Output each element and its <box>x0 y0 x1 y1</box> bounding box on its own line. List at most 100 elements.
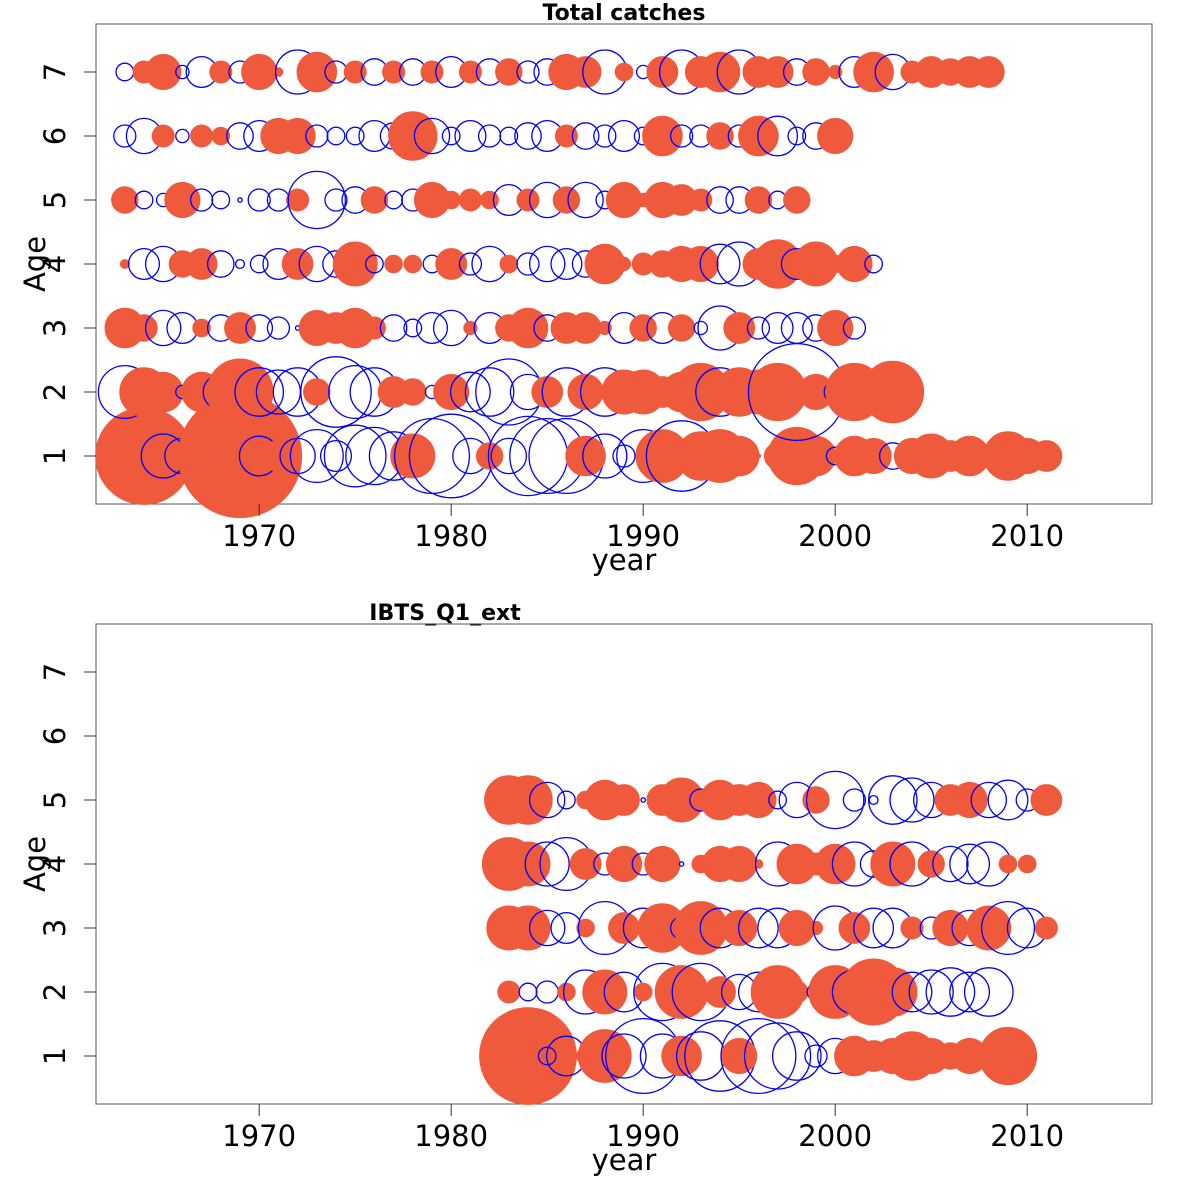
bubble-positive <box>783 186 811 214</box>
y-tick-label: 3 <box>38 919 72 937</box>
bubble-negative <box>490 437 528 475</box>
bubble-negative <box>889 777 935 823</box>
bubble-positive <box>552 186 581 214</box>
bubble-negative <box>601 1033 647 1079</box>
bubble-positive <box>557 982 576 1002</box>
bubble-negative <box>949 971 991 1013</box>
bubble-negative <box>528 245 566 283</box>
x-tick-label: 1990 <box>606 519 680 553</box>
bubble-positive <box>206 358 274 426</box>
bubble-negative <box>970 781 1008 819</box>
bubble-positive <box>281 248 314 280</box>
bubble-positive <box>516 188 540 212</box>
x-axis-label: year <box>592 1143 657 1177</box>
bubble-positive <box>554 124 578 148</box>
bubble-negative <box>669 124 694 148</box>
bubble-positive <box>661 1035 702 1077</box>
bubble-negative <box>980 900 1036 956</box>
bubble-negative <box>326 126 346 146</box>
bubble-negative <box>518 982 538 1002</box>
y-tick-label: 3 <box>38 319 72 337</box>
bubble-positive <box>802 58 830 86</box>
bubble-negative <box>364 254 384 274</box>
bubble-positive <box>480 190 499 210</box>
bubble-positive <box>190 124 214 148</box>
bubble-negative <box>868 794 879 806</box>
bubble-positive <box>917 850 945 878</box>
bubble-positive <box>706 122 734 150</box>
bubble-positive <box>211 126 231 146</box>
bubble-positive <box>209 60 233 84</box>
bubble-positive <box>296 51 338 93</box>
x-tick-label: 2000 <box>798 1119 872 1153</box>
bubble-positive <box>870 841 916 887</box>
y-tick-label: 7 <box>38 63 72 81</box>
bubble-negative <box>640 797 647 803</box>
bubble-positive <box>151 124 175 148</box>
bubble-negative <box>328 364 383 420</box>
bubble-negative <box>771 1031 822 1081</box>
bubble-positive <box>388 111 438 161</box>
y-axis: 1 2 3 4 5 6 7 <box>38 663 96 1065</box>
bubble-positive <box>503 775 553 825</box>
bubble-negative <box>706 186 734 214</box>
x-tick-label: 2010 <box>990 519 1064 553</box>
bubble-positive <box>262 440 295 472</box>
bubble-negative <box>287 170 347 230</box>
bubble-negative <box>300 356 372 428</box>
bubble-positive <box>495 58 523 86</box>
y-tick-label: 5 <box>38 191 72 209</box>
bubble-positive <box>441 190 461 210</box>
bubble-negative <box>441 126 461 146</box>
x-tick-label: 1970 <box>222 1119 296 1153</box>
bubble-positive <box>828 64 843 80</box>
bubble-positive <box>279 117 316 155</box>
bubble-negative <box>787 126 807 146</box>
bubble-negative <box>524 841 570 887</box>
bubble-positive <box>332 241 378 287</box>
bubble-positive <box>241 53 278 91</box>
bubble-negative <box>780 311 813 345</box>
bubble-positive <box>505 905 551 951</box>
bubble-positive <box>951 781 988 819</box>
bubble-positive <box>755 453 762 459</box>
bubble-positive <box>646 56 679 88</box>
bubble-positive <box>164 181 201 219</box>
bubble-positive <box>435 248 468 280</box>
bubble-negative <box>768 790 788 810</box>
panel-title: Total catches <box>543 1 706 26</box>
bubble-negative <box>413 117 451 155</box>
bubble-positive <box>1030 440 1063 472</box>
y-tick-label: 4 <box>38 855 72 873</box>
bubble-positive <box>795 435 837 477</box>
bubble-negative <box>804 1044 828 1068</box>
x-axis: 1970 1980 1990 2000 2010 <box>222 504 1064 553</box>
y-tick-label: 2 <box>38 383 72 401</box>
bubble-positive <box>475 442 504 470</box>
bubble-negative <box>678 861 685 867</box>
bubble-positive <box>458 60 482 84</box>
bubble-positive <box>978 1026 1038 1086</box>
bubble-positive <box>608 784 640 816</box>
y-tick-label: 5 <box>38 791 72 809</box>
bubble-positive <box>458 188 482 212</box>
bubble-positive <box>654 965 709 1019</box>
y-tick-label: 6 <box>38 127 72 145</box>
bubble-negative <box>499 126 519 146</box>
bubble-positive <box>577 1029 632 1083</box>
bubble-negative <box>247 188 271 212</box>
bubble-negative <box>693 320 709 336</box>
bubble-negative <box>528 909 566 947</box>
bubble-negative <box>134 190 154 210</box>
bubble-positive <box>569 56 602 88</box>
bubble-negative <box>115 62 135 82</box>
bubble-positive <box>1034 916 1058 940</box>
bubble-positive <box>785 980 809 1004</box>
y-tick-label: 1 <box>38 447 72 465</box>
bubble-positive <box>817 117 854 155</box>
bubble-negative <box>211 190 231 210</box>
bubble-layer <box>95 49 1063 519</box>
bubble-negative <box>458 252 483 276</box>
y-tick-label: 6 <box>38 727 72 745</box>
bubble-negative <box>237 197 243 203</box>
